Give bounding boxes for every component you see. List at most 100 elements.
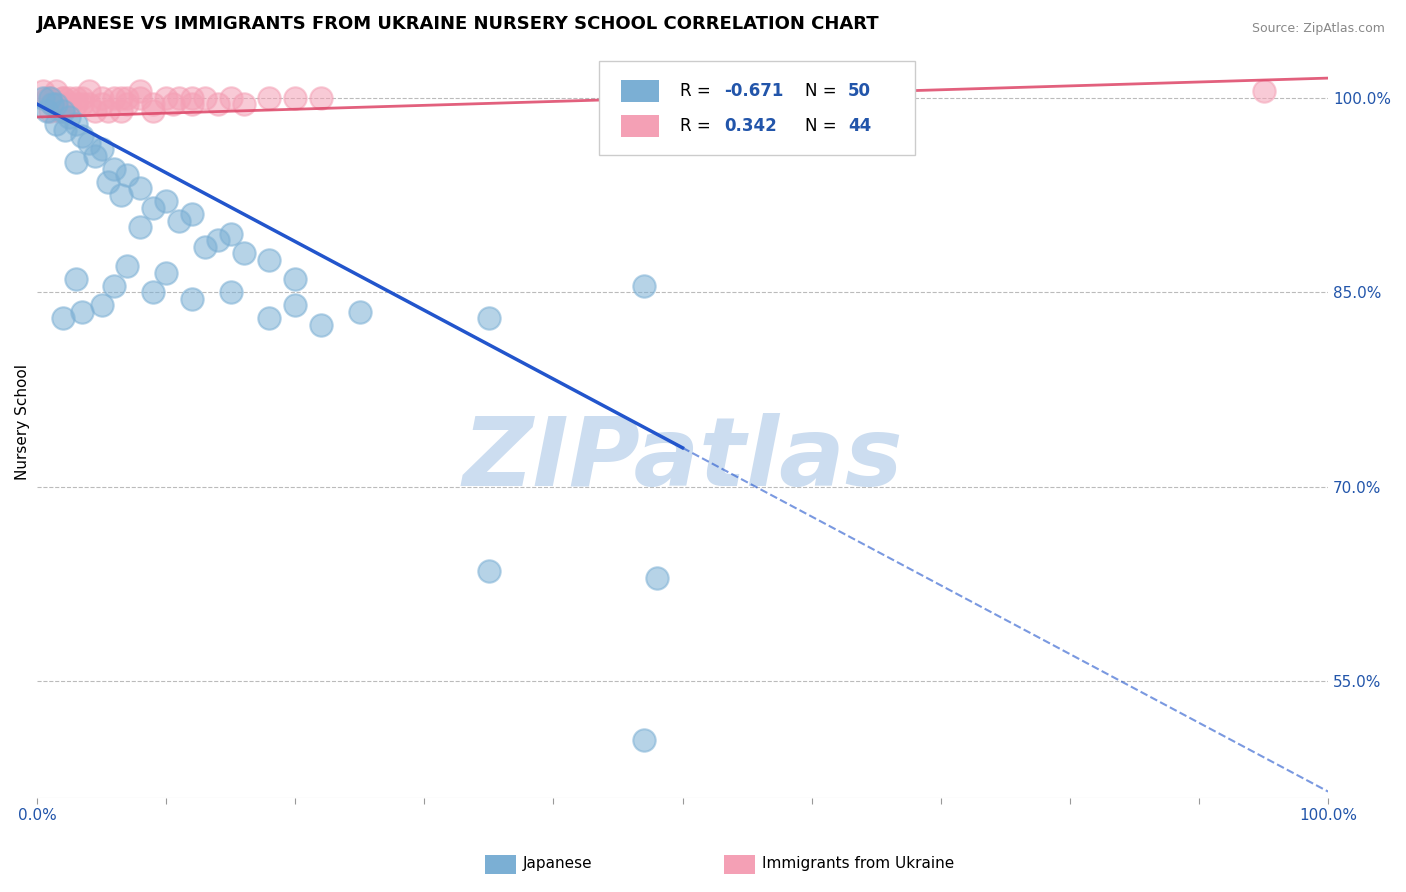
Point [70,304,93,318]
Point [180,97,202,112]
Text: N =: N = [806,117,842,136]
Point [97,103,120,118]
Point [65,272,87,286]
Point [53,123,76,137]
Point [65,90,87,104]
Point [219,227,242,241]
Point [97,175,120,189]
Point [167,90,190,104]
Point [49,103,72,118]
Point [284,298,307,312]
Point [259,90,281,104]
Text: R =: R = [681,117,716,136]
Point [162,97,184,112]
Point [58,97,80,112]
Point [142,285,165,300]
Text: 50: 50 [848,82,870,100]
Point [103,161,125,176]
Point [110,90,132,104]
Point [142,201,165,215]
Point [155,194,177,209]
Point [70,97,93,112]
Point [65,116,87,130]
Point [58,90,80,104]
Point [45,97,67,112]
Point [84,103,107,118]
Point [65,97,87,112]
Point [155,266,177,280]
Point [633,278,655,293]
Point [219,285,242,300]
Point [284,272,307,286]
Point [53,97,76,112]
Point [37,90,59,104]
Point [45,116,67,130]
Point [180,90,202,104]
Y-axis label: Nursery School: Nursery School [15,364,30,480]
Point [103,90,125,104]
Point [41,97,63,112]
Point [77,136,100,150]
Point [309,318,332,332]
Point [52,90,75,104]
Point [142,97,165,112]
Point [309,90,332,104]
Point [478,311,501,326]
Text: JAPANESE VS IMMIGRANTS FROM UKRAINE NURSERY SCHOOL CORRELATION CHART: JAPANESE VS IMMIGRANTS FROM UKRAINE NURS… [37,15,880,33]
Point [77,97,100,112]
Point [58,110,80,124]
Point [232,246,254,260]
Point [207,233,229,247]
Point [129,84,152,98]
Point [110,103,132,118]
Point [219,90,242,104]
FancyBboxPatch shape [599,61,915,155]
Point [52,90,75,104]
Point [259,311,281,326]
Point [84,149,107,163]
Text: ZIPatlas: ZIPatlas [463,413,903,506]
Point [38,90,60,104]
Point [142,103,165,118]
Point [65,155,87,169]
Point [478,564,501,578]
Text: R =: R = [681,82,716,100]
Point [110,187,132,202]
Point [38,90,60,104]
Point [180,292,202,306]
Point [70,90,93,104]
Point [1253,84,1275,98]
Point [90,298,112,312]
Point [155,90,177,104]
Point [32,90,55,104]
Point [129,181,152,195]
Point [70,129,93,144]
Point [349,304,371,318]
Point [129,90,152,104]
Point [32,84,55,98]
Text: -0.671: -0.671 [724,82,783,100]
Text: N =: N = [806,82,842,100]
Point [117,169,139,183]
Point [45,84,67,98]
FancyBboxPatch shape [620,79,659,102]
Point [167,214,190,228]
Point [90,90,112,104]
Point [207,97,229,112]
FancyBboxPatch shape [620,115,659,137]
Point [633,732,655,747]
Point [117,97,139,112]
Point [52,103,75,118]
Point [232,97,254,112]
Point [129,220,152,235]
Point [117,259,139,273]
Point [284,90,307,104]
Point [38,103,60,118]
Point [645,570,668,584]
Point [117,90,139,104]
Point [180,207,202,221]
Text: Source: ZipAtlas.com: Source: ZipAtlas.com [1251,22,1385,36]
Point [37,103,59,118]
Text: Japanese: Japanese [523,856,593,871]
Point [194,90,217,104]
